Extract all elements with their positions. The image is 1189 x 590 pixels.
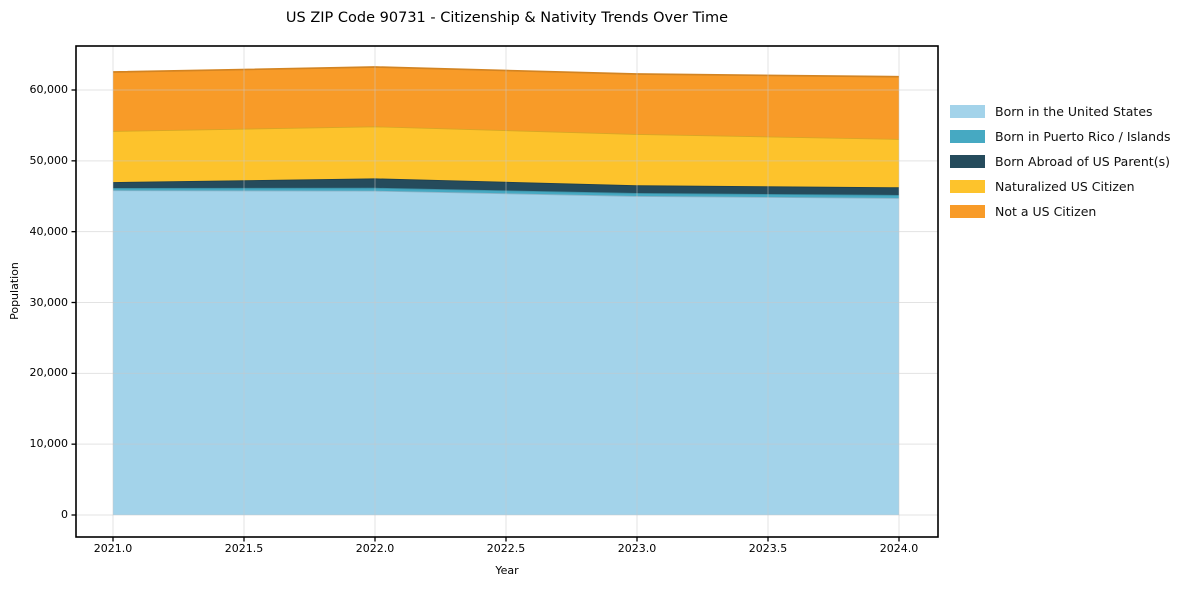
y-tick-label: 40,000 [29,224,69,238]
legend-swatch-icon [950,129,985,144]
legend-label: Born Abroad of US Parent(s) [995,154,1170,169]
legend-item-not-a-us-citizen: Not a US Citizen [950,199,1171,224]
y-axis-title: Population [8,262,21,320]
y-tick-label: 50,000 [29,153,69,167]
y-tick-label: 60,000 [29,83,69,96]
legend-swatch-icon [950,204,985,219]
legend-swatch-icon [950,104,985,119]
legend: Born in the United States Born in Puerto … [950,99,1171,224]
x-tick-label: 2023.5 [748,542,788,555]
y-tick-label: 20,000 [29,366,69,380]
legend-label: Born in Puerto Rico / Islands [995,129,1171,144]
y-tick-label: 10,000 [29,437,69,451]
legend-item-born-in-the-united-states: Born in the United States [950,99,1171,124]
chart-title: US ZIP Code 90731 - Citizenship & Nativi… [285,10,729,26]
legend-swatch-icon [950,179,985,194]
legend-label: Not a US Citizen [995,204,1097,219]
legend-item-naturalized-us-citizen: Naturalized US Citizen [950,174,1171,199]
y-tick-label: 0 [61,508,68,521]
x-tick-label: 2024.0 [879,542,919,555]
x-tick-label: 2021.5 [224,542,264,555]
x-tick-label: 2022.5 [486,542,526,555]
legend-item-born-abroad-of-us-parent-s: Born Abroad of US Parent(s) [950,149,1171,174]
y-tick-label: 30,000 [29,295,69,309]
legend-item-born-in-puerto-rico-islands: Born in Puerto Rico / Islands [950,124,1171,149]
plot-border [75,45,939,538]
x-tick-label: 2023.0 [617,542,657,555]
legend-swatch-icon [950,154,985,169]
x-axis-title: Year [495,564,519,577]
x-tick-label: 2021.0 [93,542,133,555]
legend-label: Naturalized US Citizen [995,179,1135,194]
legend-label: Born in the United States [995,104,1153,119]
x-tick-label: 2022.0 [355,542,395,555]
